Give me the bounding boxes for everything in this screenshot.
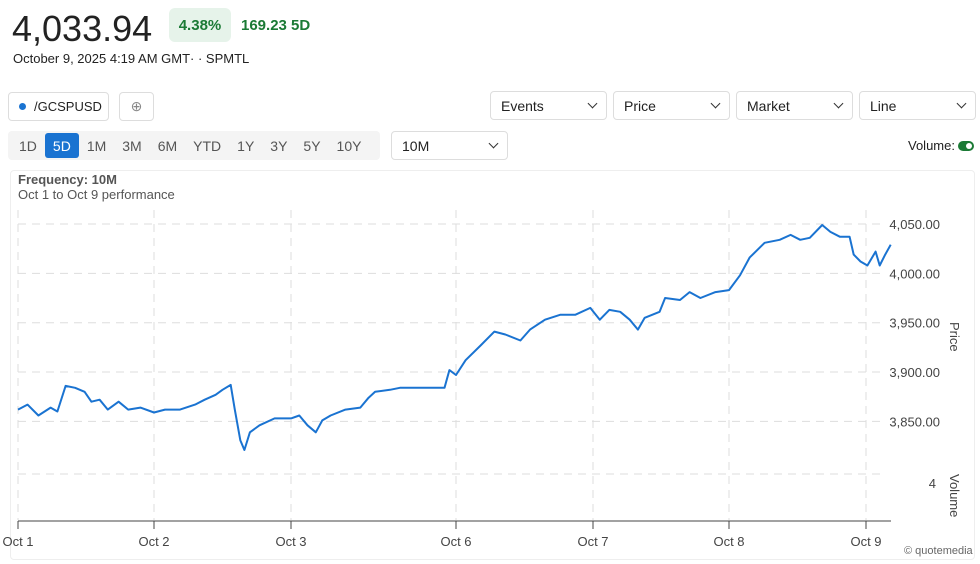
price-line	[17, 224, 892, 451]
chart-type-dropdown[interactable]: Line	[859, 91, 976, 120]
y-tick-label: 4,000.00	[889, 266, 940, 281]
series-color-dot	[19, 103, 26, 110]
y-tick-label: 3,850.00	[889, 414, 940, 429]
events-dropdown[interactable]: Events	[490, 91, 607, 120]
chart-type-label: Line	[870, 97, 897, 114]
x-tick-label: Oct 2	[138, 534, 169, 549]
volume-toggle[interactable]: Volume:	[908, 138, 974, 153]
x-tick-label: Oct 8	[713, 534, 744, 549]
market-dropdown[interactable]: Market	[736, 91, 853, 120]
range-tab-ytd[interactable]: YTD	[193, 137, 222, 154]
range-tab-1m[interactable]: 1M	[86, 137, 107, 154]
volume-toggle-label: Volume:	[908, 138, 955, 153]
range-tab-5d[interactable]: 5D	[44, 133, 79, 158]
change-percent-badge: 4.38%	[169, 8, 231, 42]
symbol-chip[interactable]: /GCSPUSD	[8, 92, 109, 121]
toggle-switch-icon[interactable]	[957, 140, 974, 151]
x-tick-label: Oct 7	[577, 534, 608, 549]
range-tab-1y[interactable]: 1Y	[237, 137, 255, 154]
price-label: Price	[624, 97, 656, 114]
volume-tick-label: 4	[929, 476, 936, 491]
quotemedia-credit: © quotemedia	[904, 545, 973, 557]
add-comparison-button[interactable]: ⊕	[119, 92, 154, 121]
range-tab-5y[interactable]: 5Y	[303, 137, 321, 154]
range-tab-3m[interactable]: 3M	[122, 137, 142, 154]
price-axis-title: Price	[947, 322, 962, 352]
frequency-caption: Frequency: 10M	[18, 172, 117, 187]
events-label: Events	[501, 97, 544, 114]
range-tab-3y[interactable]: 3Y	[270, 137, 288, 154]
y-tick-label: 3,950.00	[889, 316, 940, 331]
x-tick-label: Oct 3	[275, 534, 306, 549]
frequency-label: 10M	[402, 137, 430, 154]
range-tab-6m[interactable]: 6M	[157, 137, 178, 154]
timestamp: October 9, 2025 4:19 AM GMT· · SPMTL	[13, 51, 250, 66]
performance-caption: Oct 1 to Oct 9 performance	[18, 187, 175, 202]
symbol-label: /GCSPUSD	[34, 99, 102, 114]
x-tick-label: Oct 9	[850, 534, 881, 549]
range-tabs: 1D 5D 1M 3M 6M YTD 1Y 3Y 5Y 10Y	[8, 131, 380, 160]
range-tab-10y[interactable]: 10Y	[336, 137, 362, 154]
market-label: Market	[747, 97, 790, 114]
frequency-dropdown[interactable]: 10M	[391, 131, 508, 160]
volume-axis-title: Volume	[947, 474, 962, 517]
y-tick-label: 3,900.00	[889, 365, 940, 380]
price-dropdown[interactable]: Price	[613, 91, 730, 120]
chart-panel	[10, 170, 975, 560]
last-price: 4,033.94	[12, 8, 153, 49]
y-tick-label: 4,050.00	[889, 217, 940, 232]
x-tick-label: Oct 1	[2, 534, 33, 549]
change-amount: 169.23 5D	[241, 17, 311, 34]
plus-circle-icon: ⊕	[130, 98, 143, 114]
x-tick-label: Oct 6	[440, 534, 471, 549]
range-tab-1d[interactable]: 1D	[19, 137, 37, 154]
